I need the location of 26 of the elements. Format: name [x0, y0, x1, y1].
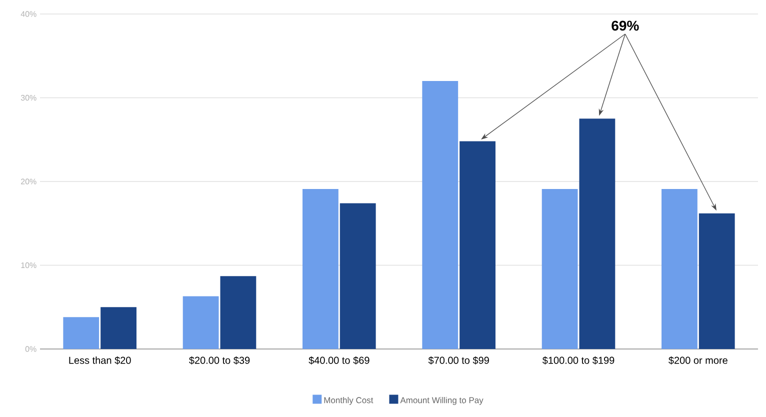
- bar: [220, 276, 256, 349]
- legend-label: Monthly Cost: [324, 396, 374, 405]
- bar: [100, 307, 136, 349]
- bar: [579, 118, 616, 349]
- y-tick-label: 0%: [25, 346, 36, 352]
- bar: [422, 80, 458, 349]
- bar: [542, 189, 578, 349]
- y-tick-label: 30%: [20, 94, 36, 101]
- x-tick-label: $100.00 to $199: [542, 356, 614, 364]
- bar: [182, 296, 219, 349]
- legend-label: Amount Willing to Pay: [400, 396, 484, 405]
- x-tick-label: $200 or more: [668, 356, 728, 364]
- x-tick-label: $70.00 to $99: [428, 356, 489, 364]
- x-tick-label: $20.00 to $39: [189, 356, 250, 364]
- bar: [302, 189, 338, 349]
- bar: [662, 189, 698, 349]
- x-tick-label: Less than $20: [69, 356, 131, 364]
- annotation: 69%: [612, 20, 639, 31]
- y-tick-label: 10%: [21, 262, 36, 268]
- bar: [698, 213, 735, 349]
- y-tick-label: 20%: [21, 178, 36, 184]
- y-tick-label: 40%: [20, 11, 36, 17]
- bar: [340, 203, 376, 349]
- x-tick-label: $40.00 to $69: [308, 356, 370, 364]
- bar: [460, 141, 496, 349]
- bar: [63, 317, 100, 349]
